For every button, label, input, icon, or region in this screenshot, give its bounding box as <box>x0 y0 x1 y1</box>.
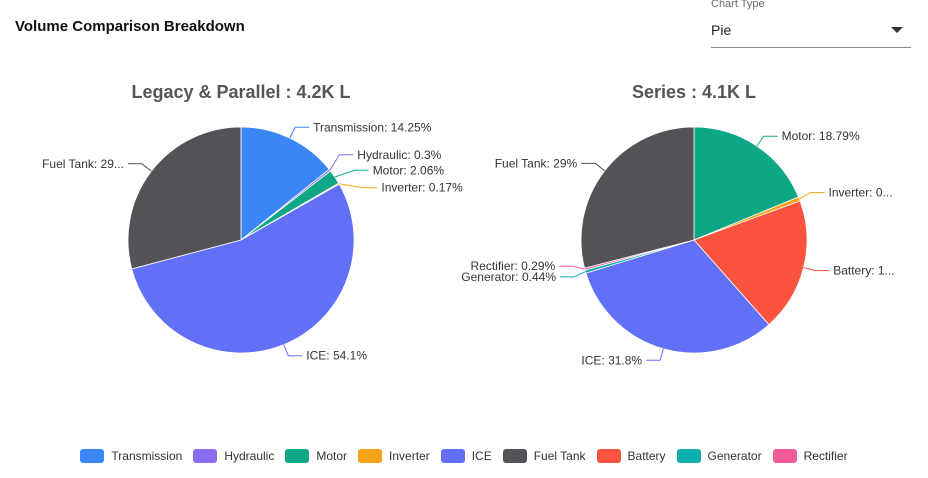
data-label-series-fuel-tank: Fuel Tank: 29% <box>495 156 578 170</box>
legend-label-ice: ICE <box>471 449 492 463</box>
data-label-series-generator: Generator: 0.44% <box>461 270 556 284</box>
label-line-series-battery <box>803 267 830 272</box>
legend-swatch-battery <box>596 449 621 463</box>
label-line-series-inverter <box>799 192 825 200</box>
data-label-series-inverter: Inverter: 0... <box>829 186 893 200</box>
legend-item-inverter[interactable]: Inverter <box>358 449 430 463</box>
data-label-series-battery: Battery: 1... <box>833 264 894 278</box>
data-label-legacy-motor: Motor: 2.06% <box>373 163 445 177</box>
legend-item-hydraulic[interactable]: Hydraulic <box>193 449 274 463</box>
legend-item-motor[interactable]: Motor <box>285 449 347 463</box>
legend-label-transmission: Transmission <box>111 449 183 463</box>
legend-item-fuel-tank[interactable]: Fuel Tank <box>502 449 586 463</box>
legend-item-transmission[interactable]: Transmission <box>80 449 182 463</box>
data-label-legacy-inverter: Inverter: 0.17% <box>381 181 463 195</box>
legend-swatch-generator <box>676 449 701 463</box>
label-line-legacy-ice <box>283 344 303 357</box>
data-label-legacy-transmission: Transmission: 14.25% <box>313 120 432 134</box>
label-line-legacy-transmission <box>289 126 310 139</box>
pie-charts: Legacy & Parallel : 4.2K L Transmission: … <box>42 82 894 367</box>
data-label-series-ice: ICE: 31.8% <box>581 353 642 367</box>
label-line-legacy-fuel-tank <box>127 163 152 172</box>
legend-label-inverter: Inverter <box>389 449 430 463</box>
label-line-series-rectifier <box>559 265 585 270</box>
chart-title-series: Series : 4.1K L <box>632 82 756 102</box>
label-line-legacy-hydraulic <box>329 154 354 171</box>
legend-swatch-fuel-tank <box>502 449 527 463</box>
legend-label-rectifier: Rectifier <box>803 449 848 463</box>
page-title: Volume Comparison Breakdown <box>15 18 245 35</box>
label-line-legacy-motor <box>334 169 369 178</box>
legend-swatch-inverter <box>358 449 383 463</box>
chart-type-select[interactable]: Chart Type Pie <box>711 0 911 48</box>
pie-chart-legacy: Legacy & Parallel : 4.2K L Transmission: … <box>42 82 463 363</box>
legend-label-fuel-tank: Fuel Tank <box>533 449 586 463</box>
data-label-legacy-ice: ICE: 54.1% <box>306 349 367 363</box>
chart-type-label: Chart Type <box>711 0 765 10</box>
chart-type-value: Pie <box>711 22 732 38</box>
legend-label-generator: Generator <box>707 449 762 463</box>
legend-swatch-rectifier <box>772 449 797 463</box>
data-label-legacy-fuel-tank: Fuel Tank: 29... <box>42 157 124 171</box>
legend-item-rectifier[interactable]: Rectifier <box>772 449 848 463</box>
chart-legend: Transmission Hydraulic Motor Inverter ICE Fue… <box>0 446 928 466</box>
legend-label-hydraulic: Hydraulic <box>224 449 275 463</box>
data-label-legacy-hydraulic: Hydraulic: 0.3% <box>357 148 441 162</box>
legend-item-generator[interactable]: Generator <box>676 449 762 463</box>
legend-swatch-transmission <box>80 449 105 463</box>
legend-swatch-ice <box>440 449 465 463</box>
data-label-series-motor: Motor: 18.79% <box>782 129 860 143</box>
legend-swatch-hydraulic <box>193 449 218 463</box>
label-line-legacy-inverter <box>338 183 378 189</box>
legend-item-ice[interactable]: ICE <box>440 449 492 463</box>
pie-slice-series-fuel-tank[interactable] <box>580 126 695 269</box>
data-label-series-rectifier: Rectifier: 0.29% <box>470 259 555 273</box>
label-line-series-ice <box>646 348 664 361</box>
legend-swatch-motor <box>285 449 310 463</box>
pie-slice-series-motor[interactable] <box>693 126 800 241</box>
legend-label-motor: Motor <box>316 449 348 463</box>
chevron-down-icon <box>891 27 903 33</box>
pie-chart-series: Series : 4.1K L Motor: 18.79% Inverter: 0.… <box>461 82 894 367</box>
label-line-series-fuel-tank <box>581 162 606 172</box>
pie-slice-legacy-transmission[interactable] <box>240 126 330 241</box>
legend-label-battery: Battery <box>627 449 666 463</box>
pie-slice-series-battery[interactable] <box>693 200 808 326</box>
chart-title-legacy: Legacy & Parallel : 4.2K L <box>131 82 350 102</box>
pie-slice-series-ice[interactable] <box>585 239 770 354</box>
label-line-series-generator <box>560 271 586 278</box>
label-line-series-motor <box>756 135 778 147</box>
legend-item-battery[interactable]: Battery <box>596 449 666 463</box>
